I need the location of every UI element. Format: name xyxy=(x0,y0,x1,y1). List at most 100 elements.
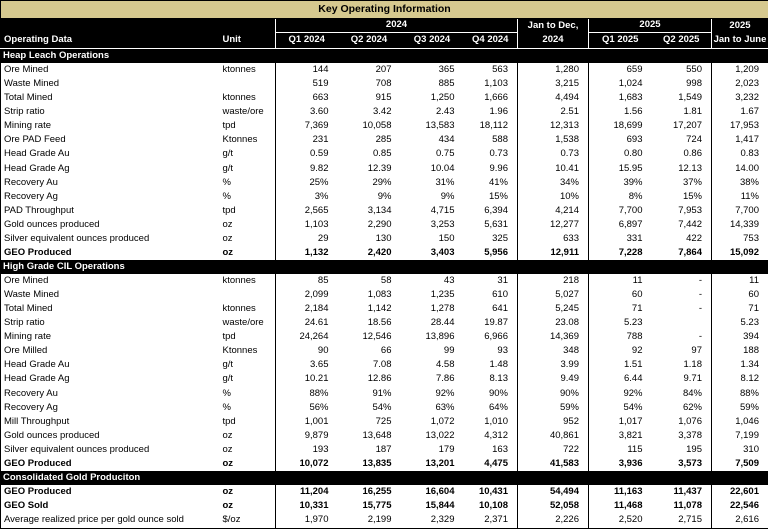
cell-value: 13,583 xyxy=(425,120,455,132)
row-label: Silver equivalent ounces produced xyxy=(4,232,150,244)
cell-value: 207 xyxy=(375,64,392,76)
cell-value: 23.08 xyxy=(517,316,589,331)
cell-value: 1,076 xyxy=(678,415,702,427)
cell-value: 60 xyxy=(711,288,768,303)
cell-value: 285 xyxy=(375,134,392,146)
cell-value: 7,369 xyxy=(275,119,338,134)
cell-value: 15,775 xyxy=(362,500,392,511)
cell-value: 5.23 xyxy=(588,316,652,331)
row-unit: $/oz xyxy=(222,514,241,526)
cell-value: 3,134 xyxy=(367,204,392,216)
cell-value: 12,546 xyxy=(362,331,392,343)
cell-value: 90 xyxy=(275,344,338,359)
section-title: Heap Leach Operations xyxy=(0,48,768,64)
cell-value: 31% xyxy=(435,176,455,188)
cell-value: 91% xyxy=(372,387,392,399)
cell-value: 1,046 xyxy=(711,414,768,429)
table-row: Recovery Ag% 3% 9% 9% 15% 10% 8% 15% 11% xyxy=(1,189,768,204)
cell-value: 17,953 xyxy=(711,119,768,134)
cell-value: 2,520 xyxy=(588,513,652,529)
cell-value: 325 xyxy=(492,232,508,244)
cell-value: 348 xyxy=(517,344,589,359)
cell-value: 0.85 xyxy=(373,148,392,160)
cell-value: 5,027 xyxy=(517,288,589,303)
row-unit: g/t xyxy=(222,162,234,174)
cell-value: 37% xyxy=(682,176,702,188)
row-unit: oz xyxy=(222,429,233,441)
cell-value: 7.86 xyxy=(436,373,455,385)
cell-value: 2,023 xyxy=(711,77,768,92)
table-row: Silver equivalent ounces produced oz 29 130… xyxy=(1,232,768,247)
cell-value: 22,601 xyxy=(711,485,768,500)
cell-value: 1.48 xyxy=(489,359,509,371)
table-row: Recovery Ag% 56% 54% 63% 64% 59% 54% 62% 59% xyxy=(1,400,768,415)
cell-value: 3,403 xyxy=(430,246,455,258)
cell-value: 725 xyxy=(375,415,392,427)
table-row: GEO Produced oz 10,072 13,835 13,201 4,475 41,… xyxy=(1,457,768,472)
cell-value: 6,966 xyxy=(484,331,508,343)
row-label: Average realized price per gold ounce so… xyxy=(4,514,184,526)
cell-value: 231 xyxy=(275,133,338,148)
cell-value: 144 xyxy=(275,63,338,78)
table-row: Strip ratio waste/ore 24.61 18.56 28.44 19.87… xyxy=(1,316,768,331)
cell-value: 1,103 xyxy=(275,217,338,232)
cell-value: 5,956 xyxy=(484,246,508,258)
cell-value: 394 xyxy=(711,330,768,345)
table-row: Waste Mined 2,099 1,083 1,235 610 5,027 60-60 xyxy=(1,288,768,303)
table-row: Gold ounces produced oz 1,103 2,290 3,253 5,6… xyxy=(1,217,768,232)
row-unit: oz xyxy=(222,218,233,230)
cell-value: 3,936 xyxy=(588,457,652,472)
cell-value: 15,092 xyxy=(711,246,768,261)
cell-value: 0.80 xyxy=(588,147,652,162)
row-label: Mill Throughput xyxy=(4,415,70,427)
cell-value: 2,715 xyxy=(678,514,702,526)
cell-value: 34% xyxy=(517,175,589,190)
cell-value: 3.99 xyxy=(517,358,589,373)
cell-value: 1,083 xyxy=(367,289,392,301)
cell-value: 1,103 xyxy=(484,78,508,90)
table-row: Ore Milled Ktonnes 90 66 99 93 348 92 97 188 xyxy=(1,344,768,359)
row-unit: tpd xyxy=(222,415,236,427)
row-unit: waste/ore xyxy=(222,106,264,118)
cell-value: 66 xyxy=(380,345,392,357)
cell-value: 7,442 xyxy=(678,218,702,230)
row-unit: Ktonnes xyxy=(222,134,258,146)
cell-value: 187 xyxy=(375,443,392,455)
cell-value: 7,199 xyxy=(711,428,768,443)
cell-value: 195 xyxy=(686,443,702,455)
cell-value: 1,209 xyxy=(711,63,768,78)
cell-value: 10.21 xyxy=(275,372,338,387)
cell-value: 10% xyxy=(517,189,589,204)
cell-value: 8.12 xyxy=(711,372,768,387)
cell-value: 3,573 xyxy=(678,457,702,469)
row-unit: Ktonnes xyxy=(222,345,258,357)
cell-value: 6,897 xyxy=(588,217,652,232)
row-label: Strip ratio xyxy=(4,106,45,118)
cell-value: 2,226 xyxy=(517,513,589,529)
table-row: Ore Mined ktonnes 144 207 365 563 1,280 659 550 1… xyxy=(1,63,768,78)
row-unit: tpd xyxy=(222,120,236,132)
cell-value: 9% xyxy=(377,190,392,202)
header-q3-2024: Q3 2024 xyxy=(400,32,464,49)
row-unit: tpd xyxy=(222,204,236,216)
row-unit: % xyxy=(222,176,231,188)
row-label: Total Mined xyxy=(4,92,53,104)
cell-value: 16,255 xyxy=(362,485,392,497)
cell-value: 1.51 xyxy=(588,358,652,373)
cell-value: 218 xyxy=(517,274,589,289)
row-unit: g/t xyxy=(222,373,234,385)
cell-value: 7,953 xyxy=(678,204,702,216)
row-unit: tpd xyxy=(222,331,236,343)
cell-value: 788 xyxy=(588,330,652,345)
header-fy2024-line1: Jan to Dec, xyxy=(517,18,589,33)
cell-value: 365 xyxy=(438,64,455,76)
cell-value: 1,970 xyxy=(275,513,338,529)
cell-value: 11% xyxy=(711,189,768,204)
section-header-row: High Grade CIL Operations xyxy=(0,260,768,275)
cell-value: 3,232 xyxy=(711,91,768,106)
cell-value: 10,058 xyxy=(362,120,392,132)
table-row: Head Grade Ag g/t 9.82 12.39 10.04 9.96 10.41 1… xyxy=(1,161,768,176)
cell-value: 40,861 xyxy=(517,428,589,443)
cell-value: 92% xyxy=(435,387,455,399)
